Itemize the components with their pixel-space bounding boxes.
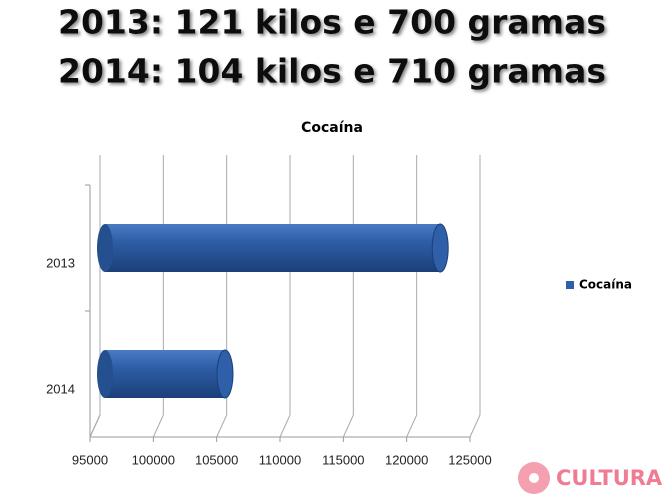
bar bbox=[105, 350, 225, 398]
legend-label: Cocaína bbox=[579, 278, 632, 292]
grid-line bbox=[469, 414, 481, 438]
grid-line bbox=[342, 414, 354, 438]
headline: 2013: 121 kilos e 700 gramas bbox=[58, 3, 606, 42]
bar-cap bbox=[431, 223, 449, 273]
grid-line bbox=[216, 414, 228, 438]
x-tick-label: 95000 bbox=[72, 452, 108, 467]
bar-cap bbox=[97, 224, 113, 272]
bar-cap bbox=[216, 349, 234, 399]
x-tick-label: 115000 bbox=[322, 452, 364, 467]
grid-line bbox=[406, 414, 418, 438]
bar-cap bbox=[97, 350, 113, 398]
bar bbox=[105, 224, 441, 272]
logo-icon bbox=[529, 473, 539, 483]
x-tick-label: 105000 bbox=[195, 452, 238, 467]
y-tick-label: 2014 bbox=[46, 381, 75, 396]
chart-title: Cocaína bbox=[301, 120, 363, 136]
grid-line bbox=[279, 414, 291, 438]
grid-line bbox=[152, 414, 164, 438]
logo-text: CULTURA bbox=[556, 466, 663, 490]
grid-line bbox=[89, 414, 101, 438]
headline: 2014: 104 kilos e 710 gramas bbox=[58, 52, 606, 91]
x-tick-label: 120000 bbox=[385, 452, 428, 467]
legend-swatch bbox=[566, 281, 574, 289]
x-tick-label: 100000 bbox=[132, 452, 175, 467]
x-tick-label: 125000 bbox=[448, 452, 491, 467]
y-tick-label: 2013 bbox=[46, 255, 75, 270]
x-tick-label: 110000 bbox=[259, 452, 301, 467]
